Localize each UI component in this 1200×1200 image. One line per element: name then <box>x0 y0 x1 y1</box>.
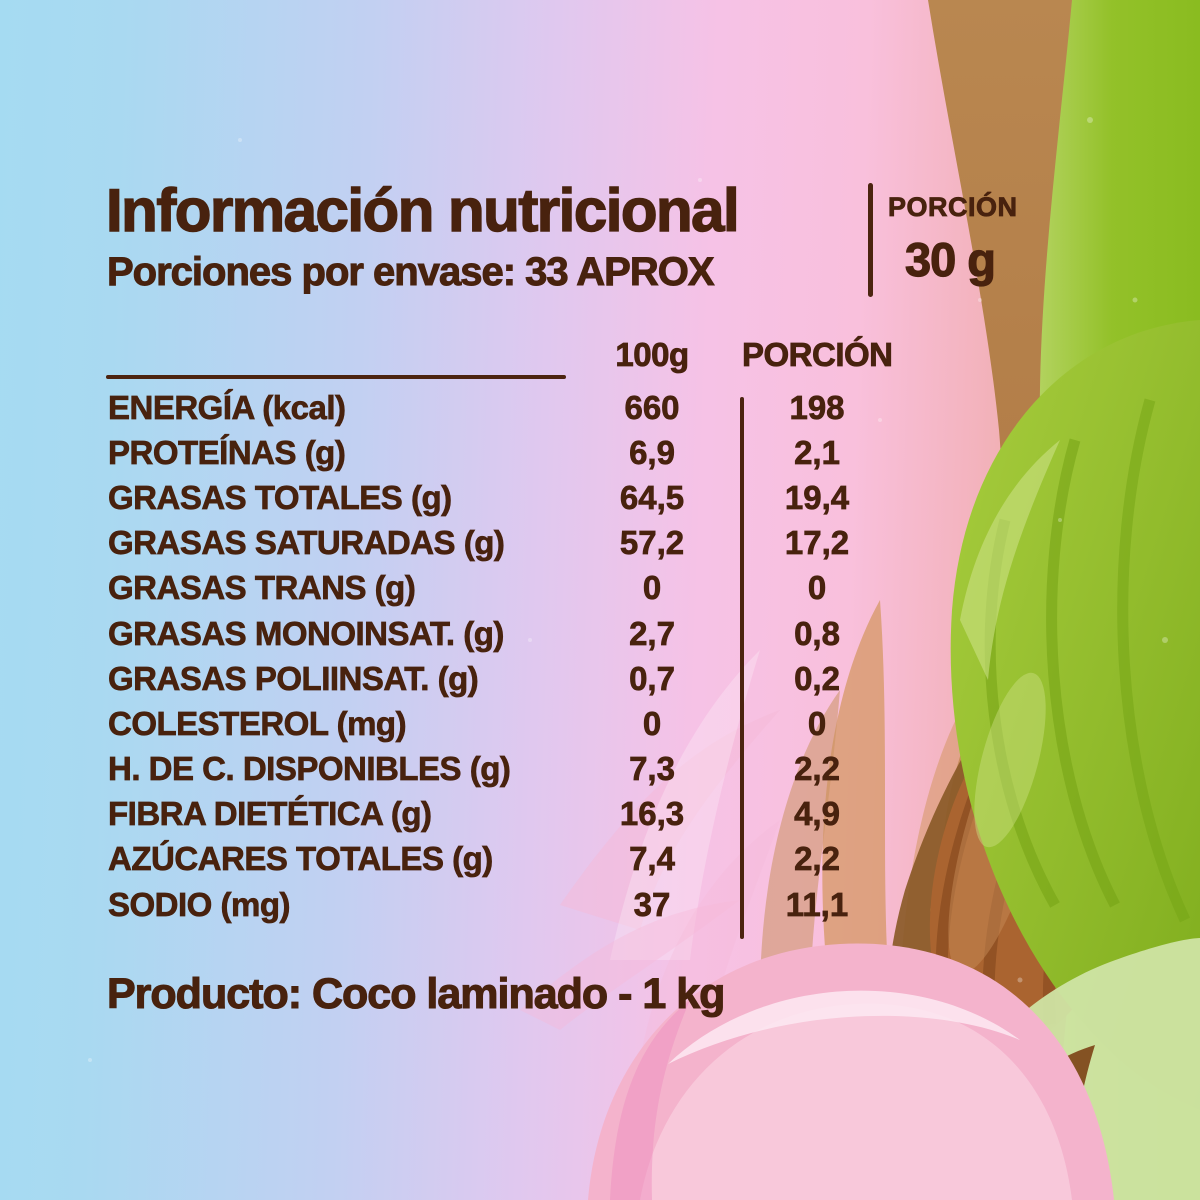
table-row: GRASAS SATURADAS (g) 57,2 17,2 <box>108 521 892 566</box>
nutrient-label: GRASAS SATURADAS (g) <box>108 524 506 562</box>
table-row: PROTEÍNAS (g) 6,9 2,1 <box>108 430 892 475</box>
value-portion: 198 <box>789 388 845 426</box>
nutrient-label: GRASAS TRANS (g) <box>108 569 417 607</box>
value-100g: 0 <box>642 704 662 743</box>
table-row: COLESTEROL (mg) 0 0 <box>108 701 892 746</box>
value-portion: 0 <box>807 569 827 607</box>
table-row: ENERGÍA (kcal) 660 198 <box>108 385 892 430</box>
nutrient-label: SODIO (mg) <box>108 885 291 923</box>
nutrient-label: FIBRA DIETÉTICA (g) <box>108 795 433 833</box>
product-name: Producto: Coco laminado - 1 kg <box>106 969 726 1018</box>
value-100g: 37 <box>633 885 671 923</box>
page-title: Información nutricional <box>105 176 740 244</box>
nutrient-label: H. DE C. DISPONIBLES (g) <box>108 750 512 788</box>
value-portion: 11,1 <box>785 885 849 923</box>
table-row: GRASAS TRANS (g) 0 0 <box>108 566 892 611</box>
nutrient-label: GRASAS TOTALES (g) <box>108 478 453 517</box>
value-portion: 4,9 <box>794 795 841 833</box>
table-column-divider <box>740 397 744 939</box>
nutrient-label: PROTEÍNAS (g) <box>108 433 347 471</box>
nutrient-label: GRASAS MONOINSAT. (g) <box>108 614 505 652</box>
value-portion: 0 <box>807 704 827 743</box>
value-portion: 0,8 <box>794 614 841 652</box>
value-100g: 57,2 <box>619 524 685 562</box>
value-100g: 64,5 <box>619 478 685 517</box>
value-100g: 2,7 <box>629 614 676 652</box>
nutrient-label: GRASAS POLIINSAT. (g) <box>108 659 479 697</box>
column-header-portion: PORCIÓN <box>742 336 894 374</box>
speckles <box>88 117 1168 1062</box>
table-row: GRASAS MONOINSAT. (g) 2,7 0,8 <box>108 611 892 656</box>
header-divider-line <box>868 183 873 297</box>
value-100g: 0 <box>642 569 662 607</box>
table-row: GRASAS TOTALES (g) 64,5 19,4 <box>108 475 892 520</box>
column-header-100g: 100g <box>615 336 690 374</box>
servings-per-package: Porciones por envase: 33 APROX <box>107 250 716 295</box>
table-row: GRASAS POLIINSAT. (g) 0,7 0,2 <box>108 656 892 701</box>
table-row: H. DE C. DISPONIBLES (g) 7,3 2,2 <box>108 747 892 792</box>
value-100g: 7,3 <box>629 750 676 788</box>
value-portion: 19,4 <box>784 478 850 517</box>
value-portion: 2,2 <box>794 840 841 878</box>
table-row: AZÚCARES TOTALES (g) 7,4 2,2 <box>108 837 892 882</box>
value-portion: 0,2 <box>794 659 841 697</box>
nutrient-label: ENERGÍA (kcal) <box>108 388 347 426</box>
table-row: FIBRA DIETÉTICA (g) 16,3 4,9 <box>108 792 892 837</box>
portion-size-value: 30 g <box>904 232 996 286</box>
value-100g: 660 <box>624 388 680 426</box>
green-coconut <box>950 320 1200 1110</box>
nutrient-label: COLESTEROL (mg) <box>108 704 407 743</box>
value-100g: 7,4 <box>629 840 676 878</box>
value-portion: 17,2 <box>784 524 850 562</box>
value-portion: 2,2 <box>794 750 841 788</box>
value-100g: 0,7 <box>629 659 676 697</box>
pink-coconut-half <box>588 943 1114 1200</box>
portion-label: PORCIÓN <box>888 192 1018 223</box>
table-row: SODIO (mg) 37 11,1 <box>108 882 892 927</box>
nutrient-label: AZÚCARES TOTALES (g) <box>108 840 494 878</box>
nutrition-table: ENERGÍA (kcal) 660 198 PROTEÍNAS (g) 6,9… <box>108 385 892 927</box>
pink-palm-fronds <box>520 650 780 1080</box>
value-100g: 6,9 <box>629 433 676 471</box>
value-100g: 16,3 <box>619 795 685 833</box>
table-top-rule <box>106 375 566 379</box>
value-portion: 2,1 <box>794 433 841 471</box>
